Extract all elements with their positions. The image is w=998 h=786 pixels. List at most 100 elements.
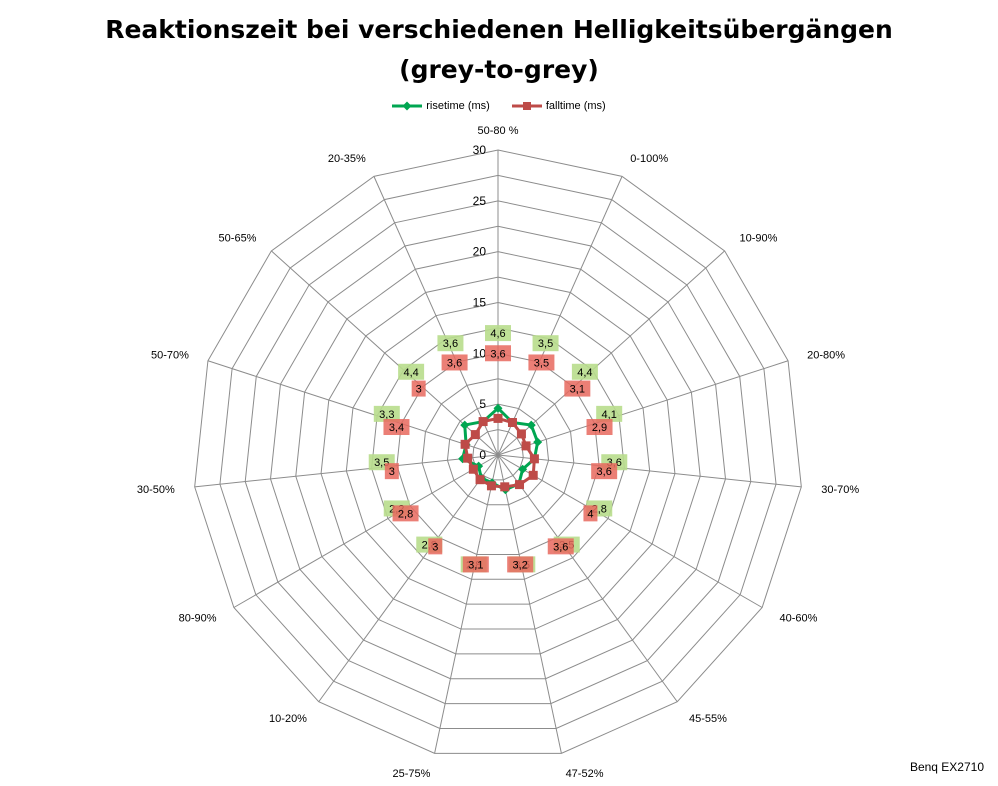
data-point <box>526 420 536 430</box>
radar-grid <box>194 149 802 754</box>
grid-ring <box>472 429 524 481</box>
grid-spoke <box>373 176 499 456</box>
grid-spoke <box>497 250 725 456</box>
grid-spoke <box>233 454 499 608</box>
data-label-bg <box>428 538 443 555</box>
category-label: 20-80% <box>807 350 845 362</box>
category-label: 10-20% <box>269 713 307 725</box>
data-label-bg <box>383 419 410 436</box>
category-label: 30-70% <box>821 484 859 496</box>
data-point <box>470 430 480 440</box>
grid-ring <box>320 276 676 630</box>
data-label-bg <box>373 405 400 422</box>
data-label-bg <box>507 556 534 573</box>
chart-title-line-1: Reaktionszeit bei verschiedenen Helligke… <box>105 15 893 44</box>
legend-item-risetime: risetime (ms) <box>392 100 490 112</box>
grid-ring <box>295 251 701 655</box>
data-label-bg <box>586 419 613 436</box>
category-label: 50-65% <box>219 233 257 245</box>
data-label-bg <box>532 335 559 352</box>
grid-ring <box>446 403 550 506</box>
radial-tick-label: 0 <box>479 448 486 462</box>
grid-ring <box>345 301 651 605</box>
data-label-bg <box>398 363 425 380</box>
category-label: 0-100% <box>630 153 668 165</box>
grid-ring <box>371 327 625 580</box>
data-label-bg <box>392 505 419 522</box>
radial-tick-label: 15 <box>473 296 487 310</box>
grid-spoke <box>497 454 678 703</box>
data-point <box>518 464 528 474</box>
data-point <box>516 429 526 439</box>
data-point <box>486 481 496 491</box>
chart-title-line-2: (grey-to-grey) <box>399 55 599 84</box>
data-point <box>528 470 538 480</box>
data-label-bg <box>437 335 464 352</box>
data-point <box>515 480 525 490</box>
data-label: 2,9 <box>592 422 607 434</box>
data-point <box>521 441 531 451</box>
grid-spoke <box>207 360 499 456</box>
radial-tick-label: 30 <box>473 143 487 157</box>
grid-spoke <box>497 176 623 456</box>
data-label: 3,3 <box>379 409 394 421</box>
grid-ring <box>421 378 575 531</box>
grid-ring <box>194 149 802 754</box>
radial-tick-label: 5 <box>479 397 486 411</box>
data-point <box>460 439 470 449</box>
data-point <box>463 453 473 463</box>
data-label: 3,6 <box>597 466 612 478</box>
grid-ring <box>396 352 600 555</box>
data-point <box>493 413 503 423</box>
grid-ring <box>219 174 777 729</box>
data-label-bg <box>384 463 399 480</box>
grid-spoke <box>497 454 562 754</box>
category-label: 50-70% <box>151 350 189 362</box>
data-label-bg <box>462 556 489 573</box>
grid-spoke <box>497 454 802 488</box>
grid-spoke <box>318 454 499 703</box>
data-label: 3,5 <box>534 357 549 369</box>
data-point <box>533 437 543 447</box>
data-point <box>500 482 510 492</box>
legend-item-falltime: falltime (ms) <box>511 100 606 112</box>
grid-spoke <box>271 250 499 456</box>
category-label: 45-55% <box>689 713 727 725</box>
category-label: 50-80 % <box>478 125 519 137</box>
data-label: 3 <box>432 541 438 553</box>
data-point <box>475 475 485 485</box>
grid-spoke <box>497 360 789 456</box>
footer-model-label: Benq EX2710 <box>909 760 984 774</box>
data-label: 2,8 <box>398 508 413 520</box>
data-label: 3,6 <box>553 541 568 553</box>
category-label: 40-60% <box>779 613 817 625</box>
chart-title: Reaktionszeit bei verschiedenen Helligke… <box>0 10 998 90</box>
data-label-bg <box>571 363 598 380</box>
series-falltime <box>460 413 539 492</box>
data-point <box>468 464 478 474</box>
data-label-bg <box>528 354 555 371</box>
radial-tick-label: 25 <box>473 194 487 208</box>
grid-spoke <box>497 454 763 608</box>
data-label: 4 <box>587 508 593 520</box>
category-label: 20-35% <box>328 153 366 165</box>
data-label: 4,1 <box>602 409 617 421</box>
data-label: 3,5 <box>538 338 553 350</box>
category-label: 25-75% <box>393 768 431 780</box>
radial-tick-label: 10 <box>473 346 487 360</box>
data-label: 4,4 <box>577 367 592 379</box>
legend-falltime-label: falltime (ms) <box>545 100 606 112</box>
data-label: 4,6 <box>490 328 505 340</box>
data-label-bg <box>583 505 598 522</box>
grid-ring <box>244 200 752 705</box>
data-point <box>493 403 503 413</box>
data-label-bg <box>485 325 511 342</box>
data-label: 3,2 <box>513 559 528 571</box>
data-label-bg <box>411 380 426 397</box>
data-point <box>507 417 517 427</box>
legend-risetime-marker <box>392 101 423 111</box>
grid-spoke <box>194 454 499 488</box>
data-label: 3,4 <box>389 422 404 434</box>
category-label: 47-52% <box>566 768 604 780</box>
category-label: 10-90% <box>740 233 778 245</box>
